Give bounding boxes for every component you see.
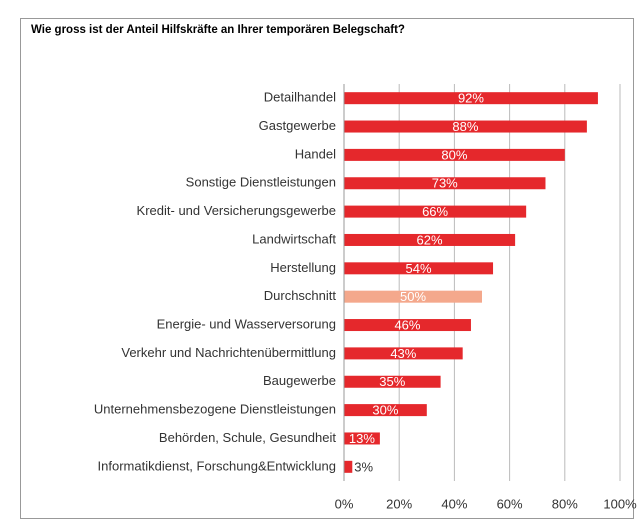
bar — [344, 205, 527, 218]
y-tick-label: Handel — [295, 146, 336, 161]
chart-title: Wie gross ist der Anteil Hilfskräfte an … — [31, 24, 405, 36]
data-label: 80% — [441, 147, 467, 162]
bar — [344, 177, 546, 190]
x-tick-label: 100% — [603, 496, 637, 511]
y-tick-label: Energie- und Wasserversorung — [157, 316, 336, 331]
data-label: 66% — [422, 204, 448, 219]
bar — [344, 404, 427, 417]
data-label: 92% — [458, 91, 484, 106]
data-label: 43% — [390, 346, 416, 361]
x-tick-label: 80% — [552, 496, 578, 511]
x-tick-label: 60% — [497, 496, 523, 511]
x-tick-label: 0% — [335, 496, 354, 511]
data-label: 30% — [372, 403, 398, 418]
x-tick-label: 40% — [441, 496, 467, 511]
bar — [344, 92, 598, 105]
y-tick-label: Sonstige Dienstleistungen — [186, 175, 336, 190]
y-tick-label: Durchschnitt — [264, 288, 337, 303]
y-tick-label: Herstellung — [270, 260, 336, 275]
y-tick-label: Verkehr und Nachrichtenübermittlung — [121, 345, 336, 360]
data-label: 50% — [400, 289, 426, 304]
bar — [344, 233, 516, 246]
data-label: 46% — [394, 317, 420, 332]
y-tick-label: Detailhandel — [264, 90, 336, 105]
y-tick-label: Behörden, Schule, Gesundheit — [159, 430, 336, 445]
bar — [344, 432, 380, 445]
bar — [344, 120, 587, 133]
bar — [344, 148, 565, 161]
data-label: 13% — [349, 431, 375, 446]
bar — [344, 375, 441, 388]
data-label: 35% — [379, 374, 405, 389]
frame — [20, 18, 634, 519]
y-tick-label: Baugewerbe — [263, 373, 336, 388]
data-label: 88% — [452, 119, 478, 134]
bar — [344, 319, 471, 332]
y-tick-label: Informatikdienst, Forschung&Entwicklung — [98, 458, 336, 473]
data-label: 54% — [406, 261, 432, 276]
data-label: 3% — [354, 459, 373, 474]
bar — [344, 262, 494, 275]
bar — [344, 347, 463, 360]
bar — [344, 290, 482, 303]
y-tick-label: Unternehmensbezogene Dienstleistungen — [94, 402, 336, 417]
y-tick-label: Gastgewerbe — [259, 118, 336, 133]
y-tick-label: Kredit- und Versicherungsgewerbe — [137, 203, 336, 218]
x-tick-label: 20% — [386, 496, 412, 511]
data-label: 73% — [432, 176, 458, 191]
data-label: 62% — [417, 232, 443, 247]
bar — [344, 460, 353, 473]
y-tick-label: Landwirtschaft — [252, 231, 336, 246]
